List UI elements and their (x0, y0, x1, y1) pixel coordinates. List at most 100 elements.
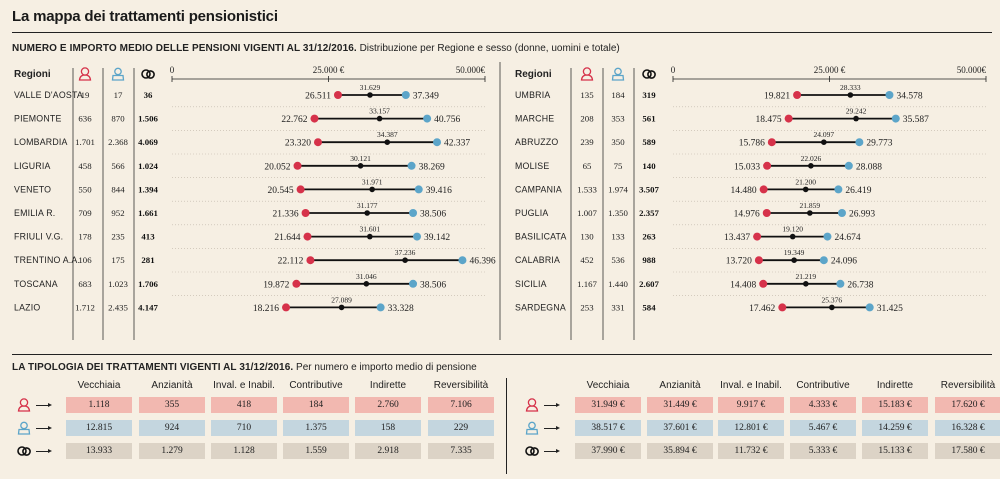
axis-tick-label: 0 (671, 65, 676, 75)
count-men: 75 (614, 161, 623, 171)
count-men: 1.440 (608, 279, 628, 289)
count-men: 844 (111, 184, 125, 194)
count-total: 281 (141, 255, 154, 265)
men-value-label: 38.269 (419, 162, 445, 172)
axis-tick-label: 50.000€ (456, 65, 486, 75)
men-dot (409, 279, 418, 288)
total-value-label: 25.376 (822, 295, 843, 304)
total-dot (357, 163, 364, 169)
total-value-label: 21.200 (795, 177, 816, 186)
axis-tick-label: 25.000 € (814, 65, 846, 75)
table-cell: 35.894 € (647, 443, 713, 459)
table-cell: 5.467 € (790, 420, 856, 436)
count-women: 253 (580, 302, 594, 312)
total-dot (821, 139, 827, 145)
women-icon (17, 398, 31, 412)
table-cell: 9.917 € (718, 397, 784, 413)
total-value-label: 19.349 (784, 248, 805, 257)
table-cell: 1.128 (211, 443, 277, 459)
tables-separator (506, 378, 507, 474)
men-value-label: 26.419 (845, 186, 871, 196)
regions-header: Regioni (14, 69, 51, 80)
women-dot (303, 232, 312, 241)
count-total: 1.506 (138, 114, 158, 124)
women-value-label: 18.216 (253, 304, 279, 314)
region-name: PIEMONTE (14, 114, 62, 124)
men-value-label: 24.674 (834, 233, 860, 243)
total-value-label: 34.387 (377, 130, 398, 139)
women-dot (310, 114, 319, 123)
row-arrow (36, 403, 52, 407)
total-dot (803, 281, 809, 287)
table-cell: 7.335 (428, 443, 494, 459)
table-cell: 15.133 € (862, 443, 928, 459)
table-cell: 31.949 € (575, 397, 641, 413)
total-icon (642, 69, 656, 79)
men-value-label: 26.738 (847, 280, 873, 290)
table-cell: 12.815 (66, 420, 132, 436)
total-value-label: 31.971 (362, 177, 383, 186)
men-value-label: 31.425 (877, 304, 903, 314)
men-value-label: 24.096 (831, 257, 857, 267)
table-cell: 229 (428, 420, 494, 436)
count-women: 550 (78, 184, 92, 194)
table-cell: 31.449 € (647, 397, 713, 413)
count-men: 133 (611, 232, 625, 242)
table-cell: 11.732 € (718, 443, 784, 459)
men-value-label: 39.416 (426, 186, 452, 196)
count-total: 589 (642, 137, 656, 147)
count-total: 4.069 (138, 137, 158, 147)
women-dot (759, 185, 768, 194)
region-name: EMILIA R. (14, 208, 55, 218)
section1-subtitle: NUMERO E IMPORTO MEDIO DELLE PENSIONI VI… (12, 43, 620, 54)
total-dot (808, 163, 814, 169)
women-dot (784, 114, 793, 123)
section2-heading: LA TIPOLOGIA DEI TRATTAMENTI VIGENTI AL … (12, 362, 294, 373)
table-cell: 14.259 € (862, 420, 928, 436)
men-dot (819, 256, 828, 265)
count-women: 1.701 (75, 137, 95, 147)
men-value-label: 34.578 (896, 92, 922, 102)
count-total: 319 (642, 90, 656, 100)
table-cell: 38.517 € (575, 420, 641, 436)
men-value-label: 29.773 (866, 139, 892, 149)
total-value-label: 24.097 (814, 130, 835, 139)
count-men: 17 (114, 90, 123, 100)
women-icon-glyph (525, 398, 539, 412)
table-cell: 158 (355, 420, 421, 436)
total-value-label: 30.121 (350, 154, 371, 163)
women-dot (293, 161, 302, 170)
men-value-label: 37.349 (413, 92, 439, 102)
count-total: 1.706 (138, 279, 158, 289)
column-header: Reversibilità (940, 380, 996, 391)
count-women: 178 (78, 232, 92, 242)
count-women: 683 (78, 279, 92, 289)
men-dot (458, 256, 467, 265)
section1-heading: NUMERO E IMPORTO MEDIO DELLE PENSIONI VI… (12, 43, 357, 54)
women-value-label: 14.408 (730, 280, 756, 290)
count-men: 870 (111, 114, 125, 124)
row-arrow (544, 449, 560, 453)
count-men: 184 (611, 90, 625, 100)
section2-subtitle: LA TIPOLOGIA DEI TRATTAMENTI VIGENTI AL … (12, 362, 477, 373)
count-total: 1.024 (138, 161, 158, 171)
region-name: BASILICATA (515, 232, 567, 242)
total-value-label: 19.120 (782, 225, 803, 234)
section2-divider (12, 354, 992, 355)
table-cell: 710 (211, 420, 277, 436)
count-total: 2.607 (639, 279, 659, 289)
total-value-label: 31.046 (356, 272, 377, 281)
total-dot (853, 115, 859, 122)
count-women: 1.712 (75, 302, 95, 312)
women-value-label: 14.976 (734, 210, 760, 220)
section2-subheading: Per numero e importo medio di pensione (296, 362, 477, 373)
women-dot (333, 91, 342, 99)
men-dot (855, 138, 864, 147)
total-icon (525, 446, 539, 456)
women-value-label: 21.644 (274, 233, 300, 243)
count-men: 331 (611, 302, 624, 312)
men-dot (844, 161, 853, 170)
count-women: 65 (583, 161, 592, 171)
count-men: 175 (111, 255, 125, 265)
men-value-label: 42.337 (444, 139, 470, 149)
